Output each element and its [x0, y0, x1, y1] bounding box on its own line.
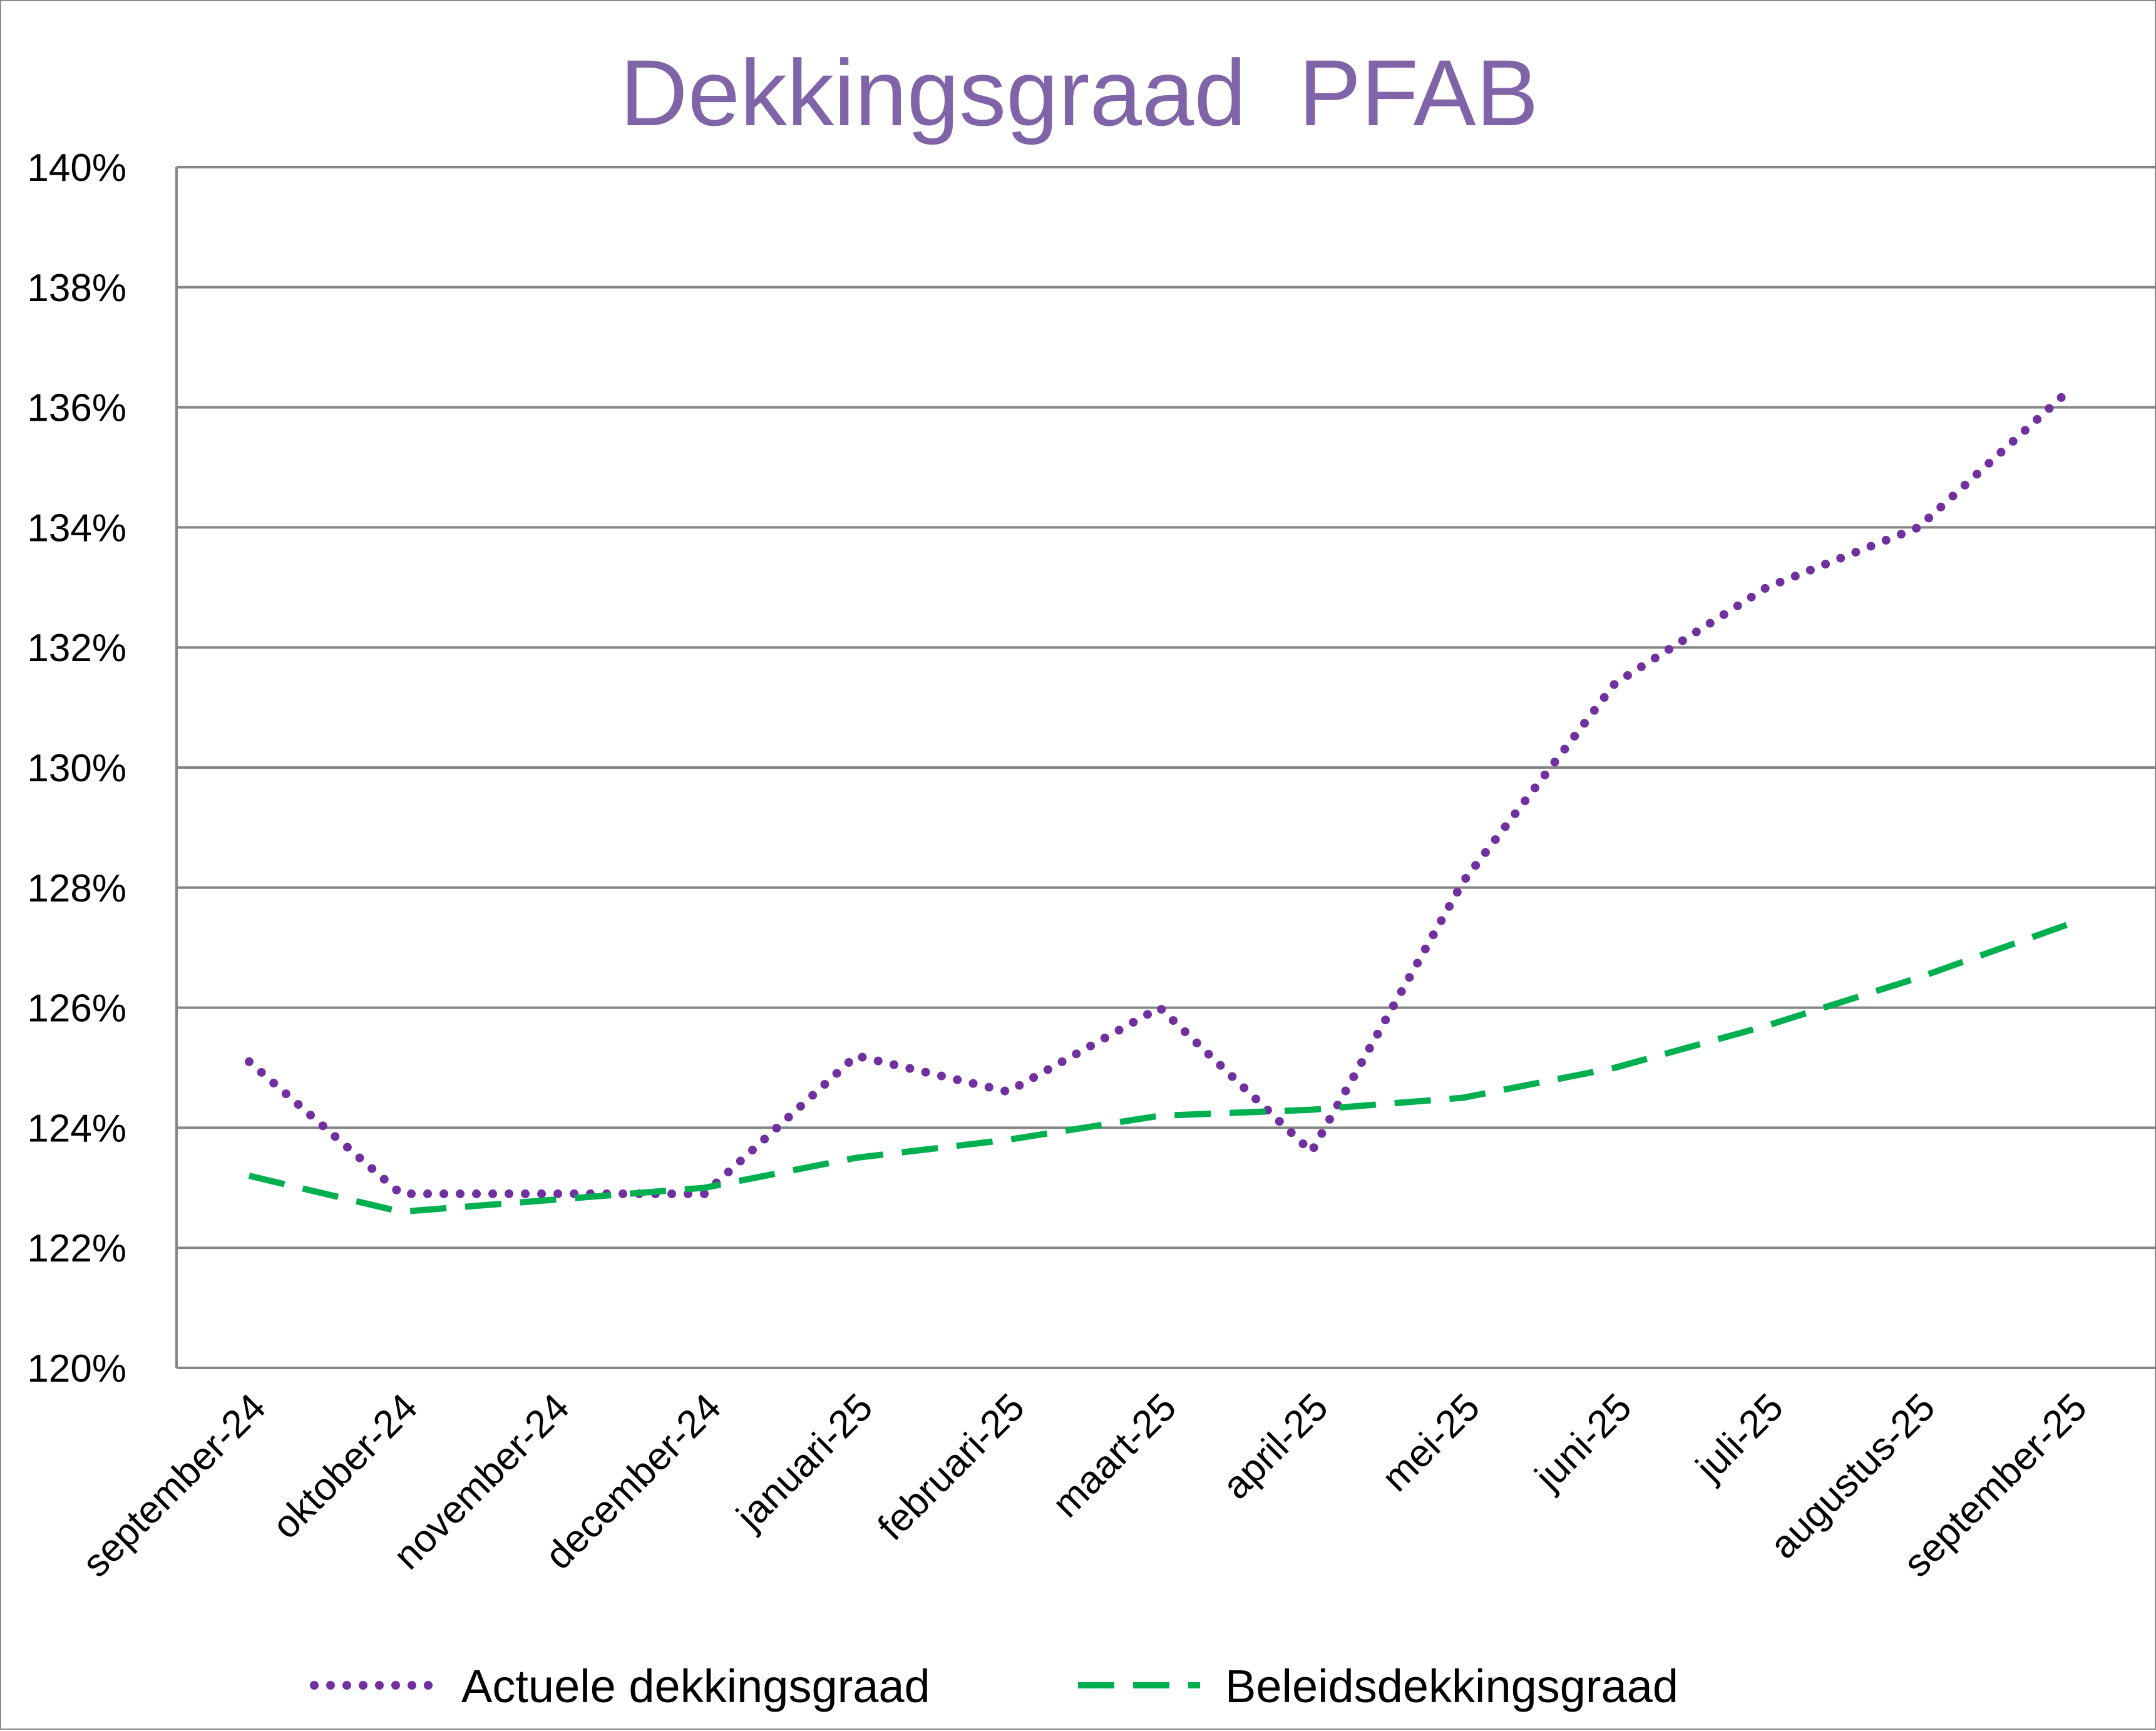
data-point [400, 1211, 401, 1213]
x-tick-label: mei-25 [1373, 1385, 1488, 1500]
y-tick-label: 128% [27, 867, 126, 910]
x-tick-label: september-24 [74, 1385, 274, 1585]
y-tick-label: 120% [27, 1347, 126, 1390]
y-tick-label: 126% [27, 987, 126, 1030]
x-tick-label: oktober-24 [264, 1385, 426, 1547]
series-line-1 [245, 384, 2075, 1198]
x-tick-label: juli-25 [1687, 1385, 1792, 1490]
data-point [400, 1193, 401, 1194]
x-tick-label: april-25 [1214, 1385, 1337, 1508]
data-point [1918, 977, 1919, 979]
data-point [1007, 1139, 1009, 1141]
data-point [2070, 389, 2071, 390]
x-tick-label: maart-25 [1044, 1385, 1184, 1526]
data-point [1766, 1025, 1767, 1026]
y-tick-label: 138% [27, 267, 126, 310]
y-tick-label: 132% [27, 627, 126, 670]
legend-label: Actuele dekkingsgraad [461, 1660, 930, 1712]
x-axis-ticks: september-24oktober-24november-24decembe… [74, 1385, 2095, 1585]
y-tick-label: 124% [27, 1107, 126, 1150]
gridlines [177, 166, 2156, 1369]
y-tick-label: 130% [27, 747, 126, 790]
axes [175, 167, 2156, 1369]
legend: Actuele dekkingsgraad Beleidsdekkingsgraa… [310, 1660, 1678, 1712]
y-tick-label: 134% [27, 506, 126, 550]
data-point [1159, 1115, 1161, 1116]
data-point [552, 1193, 553, 1194]
legend-label: Beleidsdekkingsgraad [1225, 1660, 1678, 1712]
y-tick-label: 140% [27, 146, 126, 190]
x-tick-label: februari-25 [870, 1385, 1033, 1549]
series-lines [245, 384, 2075, 1215]
data-point [856, 1055, 857, 1056]
series-line-2 [248, 920, 2071, 1215]
x-tick-label: juni-25 [1526, 1385, 1640, 1499]
data-point [2070, 923, 2071, 924]
y-tick-label: 122% [27, 1227, 126, 1270]
chart-title: Dekkingsgraad PFAB [620, 40, 1538, 145]
x-tick-label: januari-25 [727, 1385, 881, 1539]
y-tick-label: 136% [27, 387, 126, 430]
y-axis-ticks: 120% 122% 124% 126% 128% 130% 132% 134% 136% 138%… [27, 146, 126, 1390]
